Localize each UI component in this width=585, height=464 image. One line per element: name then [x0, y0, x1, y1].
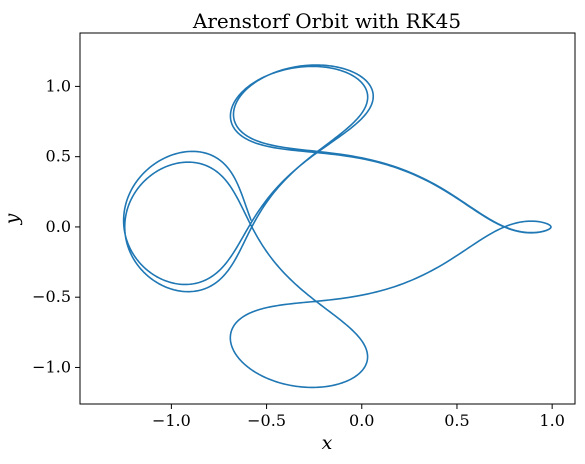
x-tick-label: 0.0 — [349, 411, 374, 430]
y-axis: −1.0 −0.5 0.0 0.5 1.0 — [32, 76, 80, 376]
x-axis: −1.0 −0.5 0.0 0.5 1.0 — [152, 404, 565, 430]
orbit-path — [122, 64, 552, 389]
x-tick-label: 1.0 — [539, 411, 564, 430]
plot-frame — [79, 32, 576, 405]
x-tick-label: −1.0 — [152, 411, 191, 430]
y-tick-label: −1.0 — [32, 357, 71, 376]
orbit-series — [122, 64, 552, 389]
y-axis-label: y — [1, 213, 23, 225]
y-tick-label: −0.5 — [32, 287, 71, 306]
x-tick-label: 0.5 — [444, 411, 469, 430]
y-tick-label: 0.5 — [46, 147, 71, 166]
y-tick-label: 1.0 — [46, 76, 71, 95]
chart-title: Arenstorf Orbit with RK45 — [192, 9, 461, 33]
y-tick-label: 0.0 — [46, 217, 71, 236]
x-tick-label: −0.5 — [247, 411, 286, 430]
x-axis-label: x — [322, 432, 333, 454]
